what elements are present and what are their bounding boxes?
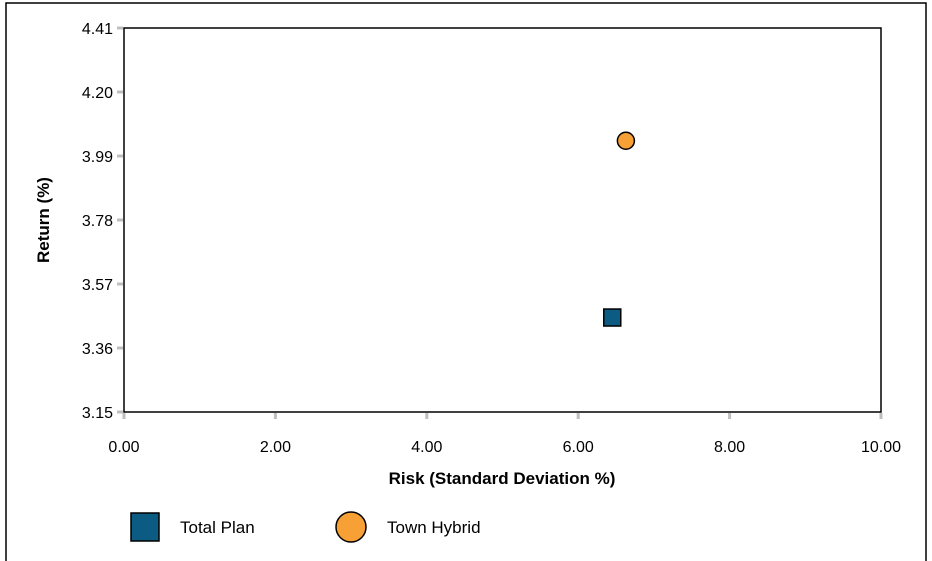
legend-town-hybrid-label: Town Hybrid xyxy=(387,518,481,537)
y-axis-ticks: 3.15 3.36 3.57 3.78 3.99 4.20 4.41 xyxy=(82,21,123,422)
x-tick-label: 0.00 xyxy=(108,439,139,456)
x-tick-label: 2.00 xyxy=(260,439,291,456)
x-tick-label: 8.00 xyxy=(714,439,745,456)
chart-area-border xyxy=(5,2,927,561)
x-axis-ticks: 0.00 2.00 4.00 6.00 8.00 10.00 xyxy=(108,413,901,456)
data-markers xyxy=(603,131,636,327)
plot-area xyxy=(123,27,882,413)
x-tick-label: 10.00 xyxy=(861,439,901,456)
x-tick-label: 6.00 xyxy=(563,439,594,456)
legend-total-plan-swatch xyxy=(130,512,160,542)
y-tick-label: 4.41 xyxy=(82,21,113,38)
x-tick-label: 4.00 xyxy=(411,439,442,456)
legend: Total Plan Town Hybrid xyxy=(130,511,481,543)
y-tick-label: 3.57 xyxy=(82,277,113,294)
y-axis-title: Return (%) xyxy=(34,177,53,263)
y-tick-label: 3.36 xyxy=(82,341,113,358)
town-hybrid-point xyxy=(616,131,636,151)
y-tick-label: 3.99 xyxy=(82,149,113,166)
y-tick-label: 4.20 xyxy=(82,85,113,102)
y-tick-label: 3.15 xyxy=(82,405,113,422)
legend-total-plan-label: Total Plan xyxy=(180,518,255,537)
legend-town-hybrid-swatch xyxy=(335,511,367,543)
y-tick-label: 3.78 xyxy=(82,213,113,230)
x-axis-title: Risk (Standard Deviation %) xyxy=(389,469,616,488)
total-plan-point xyxy=(603,308,622,327)
